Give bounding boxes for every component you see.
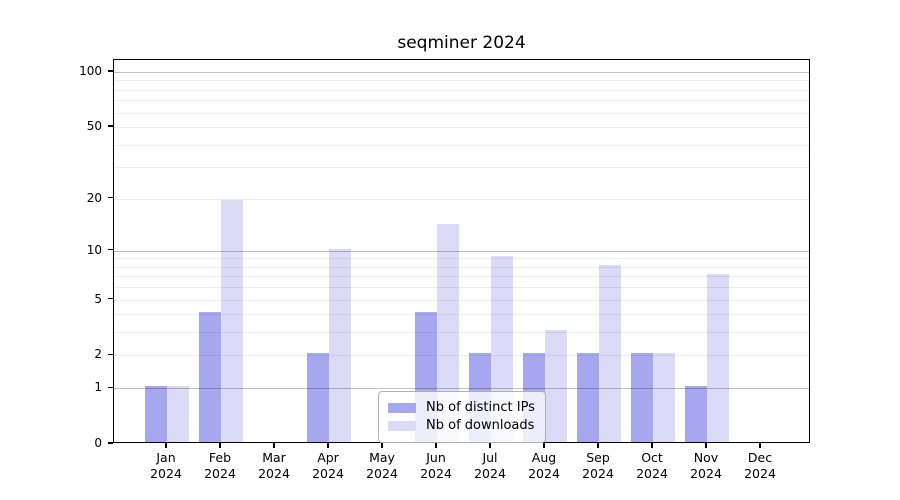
x-tick-year: 2024 <box>528 466 560 481</box>
y-tick-mark <box>108 442 113 444</box>
bar-downloads-sep <box>599 264 621 442</box>
x-tick-month: Sep <box>586 450 610 465</box>
x-tick-month: Nov <box>693 450 719 465</box>
x-tick-mark <box>435 443 437 448</box>
y-tick-label: 5 <box>94 291 102 306</box>
x-tick-month: Jul <box>482 450 498 465</box>
bar-ips-apr <box>307 353 329 442</box>
x-tick-year: 2024 <box>150 466 182 481</box>
x-tick-year: 2024 <box>312 466 344 481</box>
x-tick-month: Feb <box>208 450 232 465</box>
y-tick-mark <box>108 386 113 388</box>
x-tick-mark <box>651 443 653 448</box>
bar-ips-feb <box>199 312 221 442</box>
legend: Nb of distinct IPs Nb of downloads <box>378 391 546 443</box>
x-tick-mark <box>273 443 275 448</box>
chart-title: seqminer 2024 <box>397 33 526 53</box>
plot-area: Nb of distinct IPs Nb of downloads <box>113 59 810 443</box>
x-tick-label: Jul 2024 <box>458 450 522 482</box>
y-tick-label: 50 <box>86 119 102 133</box>
x-tick-month: Dec <box>747 450 773 465</box>
x-tick-year: 2024 <box>744 466 776 481</box>
x-tick-month: Jan <box>156 450 176 465</box>
y-tick-mark <box>108 70 113 72</box>
x-tick-mark <box>705 443 707 448</box>
bar-ips-nov <box>685 386 707 442</box>
x-tick-mark <box>543 443 545 448</box>
legend-item-label: Nb of distinct IPs <box>426 400 535 415</box>
x-tick-label: Nov 2024 <box>674 450 738 482</box>
y-tick-label: 10 <box>86 242 102 257</box>
x-tick-mark <box>219 443 221 448</box>
x-tick-month: May <box>369 450 395 465</box>
y-tick-mark <box>108 297 113 300</box>
bars-layer <box>114 60 809 442</box>
x-tick-mark <box>381 443 383 448</box>
x-tick-month: Apr <box>317 450 339 465</box>
y-tick-label: 0 <box>94 436 102 450</box>
x-tick-mark <box>759 443 761 448</box>
x-tick-label: Dec 2024 <box>728 450 792 482</box>
x-tick-year: 2024 <box>474 466 506 481</box>
bar-downloads-apr <box>329 248 351 442</box>
bar-downloads-jan <box>167 386 189 442</box>
bar-downloads-jun <box>437 223 459 442</box>
bar-ips-jan <box>145 386 167 442</box>
y-tick-mark <box>108 353 113 356</box>
bar-ips-oct <box>631 353 653 442</box>
x-tick-year: 2024 <box>690 466 722 481</box>
y-tick-mark <box>108 125 113 127</box>
legend-item: Nb of distinct IPs <box>388 399 536 416</box>
x-tick-label: Apr 2024 <box>296 450 360 482</box>
x-tick-label: May 2024 <box>350 450 414 482</box>
y-tick-mark <box>108 249 113 251</box>
x-tick-mark <box>165 443 167 448</box>
x-tick-label: Aug 2024 <box>512 450 576 482</box>
x-tick-year: 2024 <box>582 466 614 481</box>
x-tick-label: Feb 2024 <box>188 450 252 482</box>
x-tick-label: Sep 2024 <box>566 450 630 482</box>
x-tick-year: 2024 <box>204 466 236 481</box>
x-tick-label: Jan 2024 <box>134 450 198 482</box>
y-tick-label: 20 <box>86 190 102 205</box>
x-tick-year: 2024 <box>366 466 398 481</box>
legend-swatch <box>388 402 416 413</box>
x-tick-year: 2024 <box>636 466 668 481</box>
x-tick-label: Mar 2024 <box>242 450 306 482</box>
x-tick-mark <box>327 443 329 448</box>
legend-swatch <box>388 420 416 431</box>
bar-downloads-nov <box>707 274 729 442</box>
legend-item: Nb of downloads <box>388 417 536 434</box>
x-tick-label: Oct 2024 <box>620 450 684 482</box>
x-tick-month: Jun <box>426 450 446 465</box>
x-tick-month: Mar <box>262 450 286 465</box>
bar-downloads-feb <box>221 200 243 442</box>
x-tick-mark <box>597 443 599 448</box>
y-tick-label: 1 <box>94 380 102 395</box>
x-tick-month: Oct <box>641 450 663 465</box>
bar-downloads-oct <box>653 353 675 442</box>
x-tick-year: 2024 <box>420 466 452 481</box>
bar-ips-sep <box>577 353 599 442</box>
y-tick-mark <box>108 196 113 199</box>
legend-item-label: Nb of downloads <box>426 418 535 433</box>
x-tick-month: Aug <box>531 450 557 465</box>
x-tick-label: Jun 2024 <box>404 450 468 482</box>
bar-downloads-aug <box>545 330 567 442</box>
x-tick-mark <box>489 443 491 448</box>
x-tick-year: 2024 <box>258 466 290 481</box>
y-tick-label: 100 <box>79 63 102 78</box>
y-tick-label: 2 <box>94 347 102 362</box>
